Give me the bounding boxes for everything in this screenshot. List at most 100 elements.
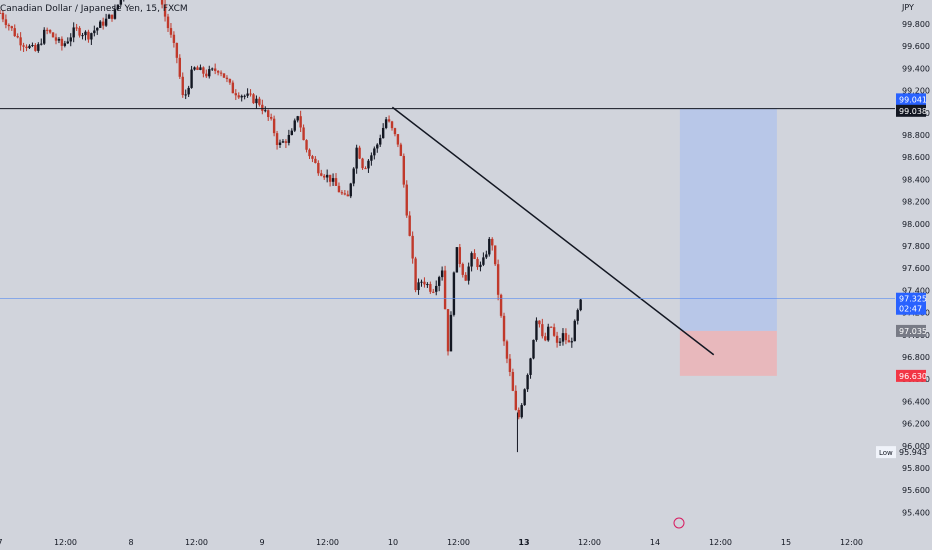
price-axis[interactable]: JPY99.80099.60099.40099.20099.00098.8009…: [901, 3, 930, 517]
candle-body: [547, 326, 550, 341]
candle-body: [544, 336, 547, 341]
candle-body: [314, 158, 317, 163]
candle-body: [461, 263, 464, 275]
candle-body: [514, 390, 518, 410]
y-tick-label: 97.800: [902, 242, 930, 251]
candle-body: [576, 310, 579, 321]
candle-body: [491, 238, 494, 246]
current-price-tag-countdown: 02:47: [899, 305, 922, 314]
candle-body: [72, 27, 75, 38]
candle-body: [216, 70, 220, 73]
candle-body: [337, 185, 341, 193]
candle-body: [202, 67, 205, 74]
candle-body: [205, 73, 208, 77]
candle-body: [343, 193, 347, 195]
y-tick-label: 98.400: [902, 175, 930, 184]
candle-body: [470, 253, 473, 267]
candle-body: [193, 67, 196, 70]
y-tick-label: 96.400: [902, 397, 930, 406]
candle-body: [520, 405, 523, 418]
candle-body: [66, 41, 69, 44]
candle-body: [187, 87, 190, 95]
y-tick-label: 97.400: [902, 286, 930, 295]
time-axis[interactable]: 7 12:00 8 12:00 9 12:00 10 12:00 13 12:00 14 12:00 1…: [0, 538, 863, 547]
y-tick-label: 98.000: [902, 220, 930, 229]
candle-body: [464, 274, 467, 281]
candle-body: [511, 371, 515, 391]
candle-body: [355, 147, 358, 169]
candle-body: [166, 16, 170, 29]
candle-body: [323, 175, 326, 178]
candle-body: [96, 27, 99, 31]
candle-body: [402, 155, 406, 185]
horizontal-price-tag-bg: [896, 104, 926, 117]
candle-body: [267, 110, 270, 118]
candle-body: [358, 147, 361, 159]
y-tick-label: 96.000: [902, 442, 930, 451]
candle-body: [99, 21, 102, 28]
candle-body: [529, 358, 532, 375]
candle-body: [311, 156, 314, 159]
current-price-tag: 97.325: [899, 295, 927, 304]
candle-body: [381, 127, 385, 139]
trendline: [391, 106, 715, 356]
candle-body: [10, 26, 13, 29]
candle-body: [443, 270, 447, 310]
candle-body: [190, 69, 193, 88]
candle-body: [243, 95, 246, 97]
candle-body: [458, 247, 462, 264]
candle-body: [258, 98, 261, 105]
candle-body: [573, 320, 576, 342]
x-tick-label: 9: [259, 538, 264, 547]
candle-body: [417, 282, 420, 291]
candle-body: [325, 174, 329, 178]
candle-body: [538, 320, 541, 325]
candle-body: [181, 76, 184, 96]
y-tick-label: 98.800: [902, 131, 930, 140]
candle-body: [93, 30, 96, 34]
candle-body: [1, 12, 5, 20]
candle-body: [264, 110, 267, 112]
stop-price-tag-bg: [896, 369, 926, 382]
candle-body: [523, 389, 526, 406]
candle-body: [222, 73, 226, 78]
candle-body: [81, 35, 84, 37]
candle-body: [467, 266, 470, 281]
candle-body: [535, 320, 538, 340]
candle-body: [352, 168, 355, 184]
candle-body: [408, 215, 411, 236]
position-zones: [679, 108, 777, 376]
candle-series: [0, 0, 582, 453]
candle-body: [116, 4, 120, 10]
candle-body: [564, 333, 568, 341]
candle-body: [390, 121, 394, 129]
x-tick-label: 13: [518, 538, 529, 547]
candle-body: [252, 94, 255, 104]
candle-body: [305, 140, 308, 150]
x-tick-label: 7: [0, 538, 3, 547]
candle-body: [240, 95, 243, 98]
entry-price-tag-bg: [896, 324, 926, 337]
candle-body: [340, 192, 344, 194]
candle-body: [213, 68, 217, 71]
candle-body: [7, 24, 11, 27]
stop-price-tag: 96.630: [899, 372, 927, 381]
candle-body: [440, 270, 444, 278]
candle-body: [541, 324, 544, 337]
candle-body: [163, 4, 167, 17]
stop-zone: [679, 330, 777, 376]
candle-body: [119, 0, 123, 5]
candle-body: [225, 77, 229, 80]
y-tick-label: 98.600: [902, 153, 930, 162]
candle-body: [396, 134, 400, 145]
candle-body: [4, 19, 8, 25]
y-tick-label: 99.200: [902, 87, 930, 96]
candle-body: [435, 285, 438, 292]
candle-body: [219, 72, 223, 74]
candle-body: [78, 27, 81, 36]
drawing-lines: [0, 106, 895, 356]
candle-body: [561, 333, 565, 342]
candle-body: [405, 184, 408, 216]
